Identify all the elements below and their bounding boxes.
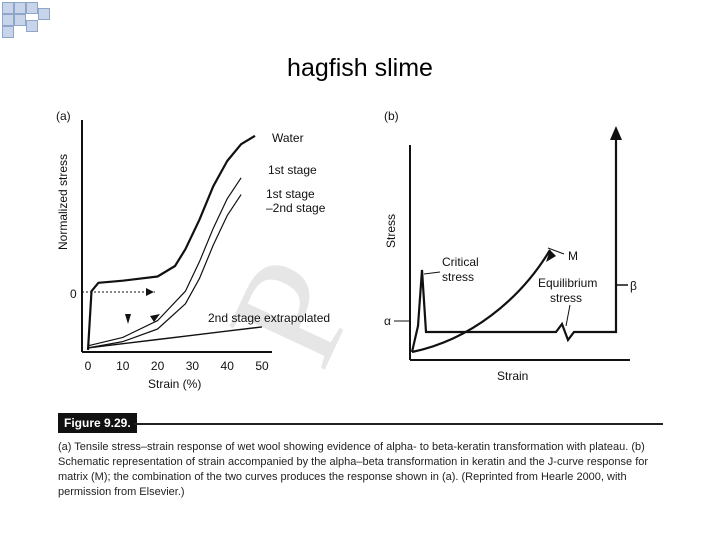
- panel-b-axes: [409, 145, 630, 361]
- panel-a-xtick-0: 0: [85, 359, 92, 373]
- figure-panels: P (a) Normalized stress 0 0 10 20 30 40 50 St…: [56, 109, 637, 391]
- panel-a-xtick-20: 20: [151, 359, 165, 373]
- panel-a-xticks: 0 10 20 30 40 50: [85, 359, 269, 373]
- panel-a-arrow-3: [150, 314, 160, 322]
- figure-label: Figure 9.29.: [58, 413, 137, 433]
- panel-a-xtick-30: 30: [186, 359, 200, 373]
- panel-b-label-critical-2: stress: [442, 270, 474, 284]
- figure-9-29: P (a) Normalized stress 0 0 10 20 30 40 50 St…: [50, 100, 670, 500]
- panel-a-axes: [81, 120, 272, 353]
- panel-a-series-1: [87, 177, 242, 347]
- panel-b-label-beta: β: [630, 279, 637, 293]
- panel-a-series-label-1: 1st stage: [268, 163, 317, 177]
- panel-a-series-label-2-0: 1st stage: [266, 187, 315, 201]
- corner-decoration: [0, 0, 60, 50]
- panel-b-label-m: M: [568, 249, 578, 263]
- panel-a-label: (a): [56, 109, 71, 123]
- panel-a-xlabel: Strain (%): [148, 377, 201, 391]
- panel-a-series: [86, 134, 263, 351]
- panel-b-xlabel: Strain: [497, 369, 528, 383]
- panel-b-top-arrow: [610, 126, 622, 140]
- panel-a-series-3: [87, 326, 263, 349]
- panel-b-label-equil-2: stress: [550, 291, 582, 305]
- panel-a-series-2: [87, 194, 242, 349]
- slide-title: hagfish slime: [287, 54, 433, 82]
- figure-caption: (a) Tensile stress–strain response of we…: [58, 441, 649, 498]
- panel-a-xtick-10: 10: [116, 359, 130, 373]
- panel-a-series-label-3: 2nd stage extrapolated: [208, 311, 330, 325]
- panel-a-series-label-2-1: –2nd stage: [266, 201, 326, 215]
- panel-a-xtick-40: 40: [221, 359, 235, 373]
- panel-a-ylabel: Normalized stress: [56, 154, 70, 250]
- panel-b-equil-leader: [565, 304, 571, 327]
- figure-rule: [134, 423, 663, 425]
- panel-b-label-equil-1: Equilibrium: [538, 276, 597, 290]
- panel-a-xtick-50: 50: [255, 359, 269, 373]
- panel-b-curve-keratin: [410, 140, 618, 353]
- panel-a-arrow-1: [146, 288, 154, 296]
- panel-b-curve-m-arrow: [546, 250, 556, 262]
- panel-a-series-0: [86, 134, 256, 351]
- panel-a-ytick-0: 0: [70, 287, 77, 301]
- panel-b-m-leader: [547, 247, 565, 255]
- figure-caption-bar: Figure 9.29.: [58, 413, 663, 433]
- panel-b-label-alpha: α: [384, 314, 391, 328]
- panel-b-label: (b): [384, 109, 399, 123]
- panel-b-ylabel: Stress: [384, 214, 398, 248]
- panel-a-arrow-2: [125, 314, 131, 324]
- panel-b-label-critical-1: Critical: [442, 255, 479, 269]
- panel-b-curve-m: [411, 249, 551, 354]
- panel-a-series-label-0: Water: [272, 131, 304, 145]
- panel-b-critical-leader: [423, 271, 441, 275]
